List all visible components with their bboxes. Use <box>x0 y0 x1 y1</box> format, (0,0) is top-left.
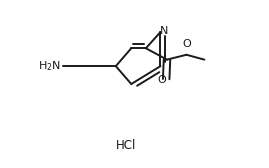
Text: N: N <box>160 26 169 36</box>
Text: H$_2$N: H$_2$N <box>38 59 61 73</box>
Text: HCl: HCl <box>116 139 137 152</box>
Text: O: O <box>157 75 166 85</box>
Text: O: O <box>182 39 191 49</box>
